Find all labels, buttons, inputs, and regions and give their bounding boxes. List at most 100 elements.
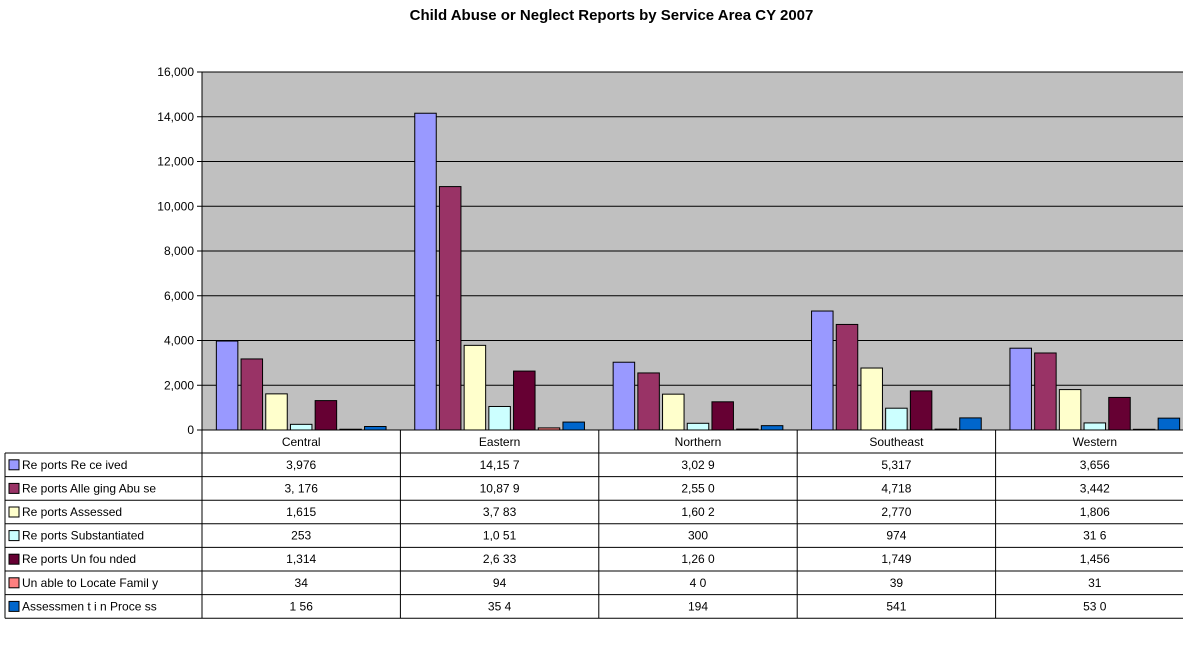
legend-key <box>8 553 20 565</box>
y-tick-label: 6,000 <box>164 289 194 303</box>
data-label: 1,615 <box>286 505 316 519</box>
legend-label: Re ports Alle ging Abu se <box>22 481 156 495</box>
bar <box>711 401 734 431</box>
data-label: 31 <box>1088 576 1102 590</box>
bar <box>835 323 859 431</box>
legend-key <box>8 577 20 589</box>
data-label: 10,87 9 <box>480 481 520 495</box>
category-label: Central <box>282 435 321 449</box>
bar <box>736 428 759 431</box>
bar <box>1058 389 1082 431</box>
data-label: 1,456 <box>1080 552 1110 566</box>
bar <box>463 344 487 431</box>
legend-key <box>8 459 20 471</box>
data-label: 2,770 <box>881 505 911 519</box>
bar <box>513 370 536 431</box>
data-label: 34 <box>295 576 309 590</box>
data-label: 1 56 <box>290 599 314 613</box>
data-label: 1,749 <box>881 552 911 566</box>
bar <box>959 417 982 431</box>
chart-title: Child Abuse or Neglect Reports by Servic… <box>409 7 814 24</box>
bar <box>860 367 883 431</box>
data-label: 541 <box>886 599 906 613</box>
y-tick-label: 16,000 <box>157 65 194 79</box>
bar <box>637 372 660 431</box>
data-label: 3,7 83 <box>483 505 517 519</box>
data-label: 4,718 <box>881 481 911 495</box>
legend-key <box>8 482 20 494</box>
bar <box>760 425 784 431</box>
bar <box>662 393 685 431</box>
legend-key <box>8 530 20 542</box>
data-label: 3,656 <box>1080 458 1110 472</box>
y-tick-label: 8,000 <box>164 244 194 258</box>
bar <box>811 310 834 431</box>
data-label: 1,0 51 <box>483 529 517 543</box>
bar <box>289 423 313 431</box>
data-label: 4 0 <box>690 576 707 590</box>
y-tick-label: 0 <box>187 423 194 437</box>
bar <box>537 427 561 431</box>
bar <box>562 421 585 431</box>
bar <box>885 407 908 431</box>
bar <box>686 422 710 431</box>
category-label: Southeast <box>869 435 924 449</box>
legend-label: Un able to Locate Famil y <box>22 576 158 590</box>
category-label: Western <box>1073 435 1117 449</box>
bar <box>1034 352 1057 431</box>
bar <box>414 112 437 431</box>
data-label: 1,314 <box>286 552 316 566</box>
data-label: 3,442 <box>1080 481 1110 495</box>
bar <box>1108 396 1131 431</box>
legend-label: Re ports Assessed <box>22 505 122 519</box>
bar <box>934 428 958 431</box>
data-label: 94 <box>493 576 507 590</box>
bar <box>438 186 462 431</box>
bar <box>314 400 338 431</box>
bar <box>1157 417 1181 431</box>
category-label: Northern <box>675 435 722 449</box>
bar <box>364 426 387 431</box>
bar <box>240 358 264 431</box>
data-label: 39 <box>890 576 904 590</box>
legend-key <box>8 600 20 612</box>
y-tick-label: 14,000 <box>157 110 194 124</box>
data-label: 1,60 2 <box>681 505 715 519</box>
legend-label: Re ports Substantiated <box>22 529 144 543</box>
y-tick-label: 10,000 <box>157 199 194 213</box>
data-label: 5,317 <box>881 458 911 472</box>
data-label: 1,806 <box>1080 505 1110 519</box>
category-label: Eastern <box>479 435 520 449</box>
data-label: 300 <box>688 529 708 543</box>
data-label: 194 <box>688 599 708 613</box>
bar <box>1132 428 1156 431</box>
data-label: 1,26 0 <box>681 552 715 566</box>
bar <box>612 361 636 431</box>
data-label: 253 <box>291 529 311 543</box>
data-label: 3,02 9 <box>681 458 715 472</box>
data-label: 2,55 0 <box>681 481 715 495</box>
bar <box>339 428 362 431</box>
data-label: 2,6 33 <box>483 552 517 566</box>
data-label: 974 <box>886 529 906 543</box>
data-label: 35 4 <box>488 599 512 613</box>
bar <box>1083 422 1107 431</box>
y-tick-label: 12,000 <box>157 155 194 169</box>
y-tick-label: 4,000 <box>164 334 194 348</box>
bar <box>488 405 511 431</box>
bar <box>1009 347 1032 431</box>
legend-label: Assessmen t i n Proce ss <box>22 599 157 613</box>
data-label: 31 6 <box>1083 529 1107 543</box>
data-label: 3,976 <box>286 458 316 472</box>
data-label: 14,15 7 <box>480 458 520 472</box>
data-label: 3, 176 <box>285 481 319 495</box>
legend-key <box>8 506 20 518</box>
data-label: 53 0 <box>1083 599 1107 613</box>
bar <box>215 340 239 431</box>
legend-label: Re ports Un fou nded <box>22 552 136 566</box>
y-tick-label: 2,000 <box>164 378 194 392</box>
bar <box>265 393 288 431</box>
bar <box>909 390 933 431</box>
legend-label: Re ports Re ce ived <box>22 458 127 472</box>
